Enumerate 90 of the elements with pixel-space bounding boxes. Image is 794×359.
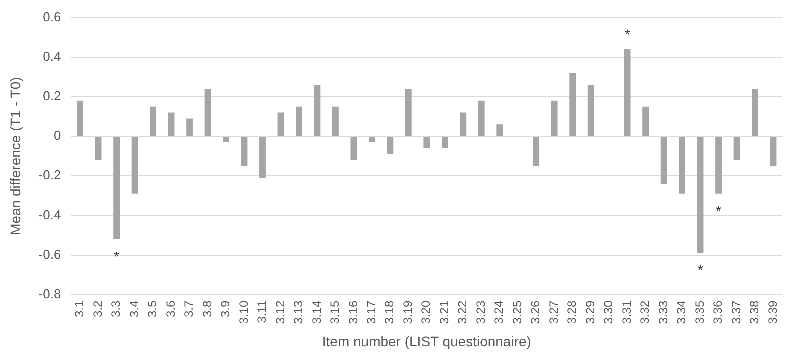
x-tick-label: 3.13 <box>292 300 306 324</box>
x-tick-label: 3.14 <box>310 300 324 324</box>
x-tick-label: 3.35 <box>692 300 707 324</box>
x-tick-label: 3.33 <box>656 300 670 324</box>
x-tick-label: 3.2 <box>90 300 105 318</box>
bar <box>132 137 138 194</box>
bar <box>642 106 649 136</box>
x-tick-label: 3.19 <box>400 300 415 324</box>
bar <box>460 112 467 136</box>
y-tick-label: -0.8 <box>38 286 62 302</box>
bar <box>95 137 102 160</box>
x-tick-label: 3.24 <box>492 300 506 324</box>
x-tick-label: 3.7 <box>182 300 196 318</box>
bar <box>332 106 339 136</box>
x-tick-label: 3.6 <box>164 300 178 318</box>
x-tick-label: 3.21 <box>437 300 452 324</box>
x-tick-label: 3.17 <box>364 300 378 324</box>
bar <box>624 49 631 136</box>
x-axis-title: Item number (LIST questionnaire) <box>322 333 532 350</box>
y-tick-label: 0.4 <box>43 48 62 64</box>
x-tick-label: 3.34 <box>674 300 689 324</box>
bar <box>570 73 576 136</box>
bar <box>496 124 504 136</box>
bar <box>424 137 430 148</box>
x-tick-label: 3.25 <box>510 300 524 324</box>
y-tick-label: 0 <box>54 128 62 144</box>
y-tick-label: 0.2 <box>43 88 62 104</box>
bar <box>752 89 758 136</box>
bar <box>405 89 412 136</box>
bar <box>679 137 686 194</box>
x-tick-label: 3.11 <box>255 300 270 324</box>
x-tick-label: 3.9 <box>218 300 233 318</box>
x-tick-label: 3.37 <box>729 300 744 324</box>
x-tick-label: 3.38 <box>748 300 762 324</box>
x-tick-label: 3.31 <box>620 300 634 324</box>
x-tick-label: 3.23 <box>474 300 488 324</box>
bar <box>314 85 321 136</box>
bar <box>588 85 594 136</box>
x-tick-label: 3.39 <box>766 300 780 324</box>
x-tick-label: 3.27 <box>546 300 561 324</box>
bar <box>186 118 193 136</box>
bar <box>296 106 302 136</box>
bar <box>150 106 156 136</box>
bar <box>660 137 668 184</box>
bar <box>260 137 266 178</box>
bar <box>533 137 540 166</box>
x-tick-label: 3.30 <box>602 300 616 324</box>
bar <box>387 137 394 154</box>
x-tick-label: 3.8 <box>200 300 214 318</box>
x-tick-label: 3.3 <box>109 300 124 318</box>
annotation: * <box>624 26 631 42</box>
y-tick-label: -0.2 <box>38 168 62 183</box>
x-tick-label: 3.1 <box>72 300 87 318</box>
y-tick-label: -0.4 <box>38 207 62 222</box>
bar <box>368 137 376 142</box>
y-tick-label: -0.6 <box>38 246 62 262</box>
y-axis-title: Mean difference (T1 - T0) <box>7 77 24 236</box>
x-tick-label: 3.32 <box>638 300 652 324</box>
x-tick-label: 3.10 <box>236 300 251 324</box>
x-tick-label: 3.36 <box>711 300 726 324</box>
bar <box>478 100 485 136</box>
bar <box>442 137 448 148</box>
bar <box>77 100 84 136</box>
x-tick-label: 3.20 <box>419 300 434 324</box>
x-tick-label: 3.5 <box>146 300 160 318</box>
x-tick-label: 3.12 <box>273 300 288 324</box>
x-tick-label: 3.22 <box>456 300 470 324</box>
bar <box>168 112 175 136</box>
bar <box>551 100 558 136</box>
x-tick-label: 3.16 <box>346 300 360 324</box>
y-tick-label: 0.6 <box>43 9 62 24</box>
bar <box>114 137 120 240</box>
bar <box>697 137 704 254</box>
bar <box>223 137 230 142</box>
bar <box>204 89 212 136</box>
bar <box>241 137 248 166</box>
x-tick-label: 3.29 <box>583 300 598 324</box>
bar <box>350 137 358 160</box>
bar <box>278 112 284 136</box>
x-tick-label: 3.26 <box>528 300 543 324</box>
x-tick-label: 3.18 <box>382 300 397 324</box>
x-tick-label: 3.15 <box>328 300 342 324</box>
annotation: * <box>716 202 722 219</box>
annotation: * <box>698 262 704 278</box>
bar <box>770 137 777 166</box>
annotation: * <box>114 248 120 264</box>
x-tick-label: 3.4 <box>127 300 142 318</box>
bar <box>716 137 722 194</box>
x-tick-label: 3.28 <box>565 300 580 324</box>
bar <box>734 137 740 160</box>
